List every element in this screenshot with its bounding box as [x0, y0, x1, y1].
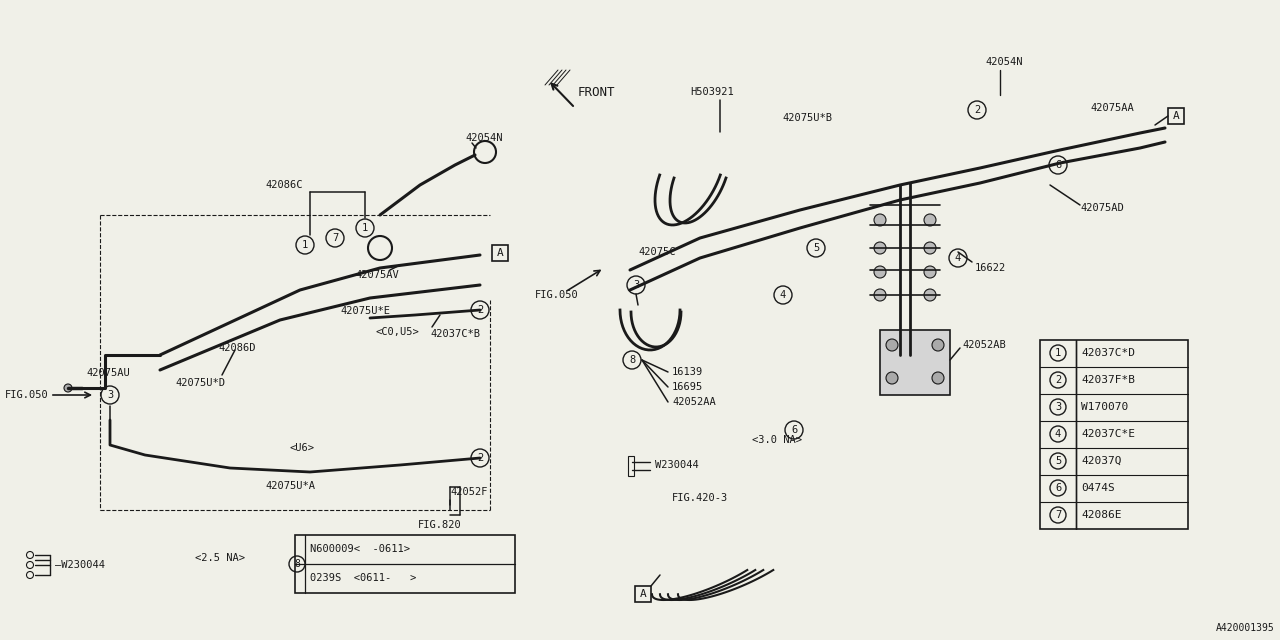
- Text: 42052AA: 42052AA: [672, 397, 716, 407]
- Text: 3: 3: [106, 390, 113, 400]
- Circle shape: [874, 214, 886, 226]
- Text: FIG.420-3: FIG.420-3: [672, 493, 728, 503]
- Text: A: A: [640, 589, 646, 599]
- Bar: [628, 456, 634, 476]
- Text: 42075U*B: 42075U*B: [782, 113, 832, 123]
- Text: A: A: [497, 248, 503, 258]
- Text: 2: 2: [974, 105, 980, 115]
- Circle shape: [932, 339, 945, 351]
- Text: 6: 6: [1055, 160, 1061, 170]
- Text: 42037C*B: 42037C*B: [430, 329, 480, 339]
- Text: 6: 6: [791, 425, 797, 435]
- Text: 16695: 16695: [672, 382, 703, 392]
- Text: 42075AA: 42075AA: [1091, 103, 1134, 113]
- Text: 16139: 16139: [672, 367, 703, 377]
- Text: 0474S: 0474S: [1082, 483, 1115, 493]
- Text: 2: 2: [1055, 375, 1061, 385]
- Text: 42075U*A: 42075U*A: [265, 481, 315, 491]
- Text: <3.0 NA>: <3.0 NA>: [753, 435, 803, 445]
- Text: —W230044: —W230044: [55, 560, 105, 570]
- Circle shape: [874, 242, 886, 254]
- Text: 7: 7: [332, 233, 338, 243]
- Circle shape: [886, 339, 899, 351]
- Text: 3: 3: [1055, 402, 1061, 412]
- Text: FIG.050: FIG.050: [535, 290, 579, 300]
- Bar: [1039, 340, 1188, 529]
- Circle shape: [64, 384, 72, 392]
- Text: 42086D: 42086D: [218, 343, 256, 353]
- Text: 4: 4: [780, 290, 786, 300]
- Text: 42037C*D: 42037C*D: [1082, 348, 1135, 358]
- Circle shape: [874, 266, 886, 278]
- Bar: [881, 330, 950, 395]
- Text: 6: 6: [1055, 483, 1061, 493]
- Text: 8: 8: [628, 355, 635, 365]
- Text: 42037F*B: 42037F*B: [1082, 375, 1135, 385]
- Text: 42075AU: 42075AU: [86, 368, 129, 378]
- Text: FRONT: FRONT: [579, 86, 616, 99]
- Text: 42075AV: 42075AV: [355, 270, 399, 280]
- Text: 42054N: 42054N: [986, 57, 1023, 67]
- Text: N600009<  -0611>: N600009< -0611>: [310, 544, 410, 554]
- Text: 0239S  <0611-   >: 0239S <0611- >: [310, 573, 416, 583]
- Bar: [1169, 108, 1184, 124]
- Text: 7: 7: [1055, 510, 1061, 520]
- Circle shape: [886, 372, 899, 384]
- Text: <C0,U5>: <C0,U5>: [375, 327, 419, 337]
- Text: 16622: 16622: [975, 263, 1006, 273]
- Text: W170070: W170070: [1082, 402, 1128, 412]
- Text: <U6>: <U6>: [291, 443, 315, 453]
- Text: 5: 5: [813, 243, 819, 253]
- Text: 5: 5: [1055, 456, 1061, 466]
- Circle shape: [874, 289, 886, 301]
- Text: 42075U*E: 42075U*E: [340, 306, 390, 316]
- Text: FIG.820: FIG.820: [419, 520, 462, 530]
- Circle shape: [924, 214, 936, 226]
- Text: <2.5 NA>: <2.5 NA>: [195, 553, 244, 563]
- Text: A: A: [1172, 111, 1179, 121]
- Bar: [492, 245, 508, 261]
- Text: 8: 8: [294, 559, 300, 569]
- Text: 42037C*E: 42037C*E: [1082, 429, 1135, 439]
- Text: 4: 4: [955, 253, 961, 263]
- Text: 42075C: 42075C: [637, 247, 676, 257]
- Text: A420001395: A420001395: [1216, 623, 1275, 633]
- Text: 2: 2: [477, 305, 483, 315]
- Bar: [294, 535, 515, 593]
- Text: 42052AB: 42052AB: [963, 340, 1006, 350]
- Text: 42052F: 42052F: [451, 487, 488, 497]
- Text: FIG.050: FIG.050: [5, 390, 49, 400]
- Text: 42037Q: 42037Q: [1082, 456, 1121, 466]
- Text: 1: 1: [302, 240, 308, 250]
- Text: H503921: H503921: [690, 87, 733, 97]
- Circle shape: [924, 242, 936, 254]
- Bar: [635, 586, 652, 602]
- Text: 1: 1: [1055, 348, 1061, 358]
- Text: 42054N: 42054N: [465, 133, 503, 143]
- Text: 42086C: 42086C: [265, 180, 302, 190]
- Text: 2: 2: [477, 453, 483, 463]
- Text: 4: 4: [1055, 429, 1061, 439]
- Text: 3: 3: [632, 280, 639, 290]
- Circle shape: [924, 266, 936, 278]
- Text: 42075AD: 42075AD: [1080, 203, 1124, 213]
- Circle shape: [924, 289, 936, 301]
- Circle shape: [932, 372, 945, 384]
- Text: 1: 1: [362, 223, 369, 233]
- Text: W230044: W230044: [655, 460, 699, 470]
- Text: 42075U*D: 42075U*D: [175, 378, 225, 388]
- Text: 42086E: 42086E: [1082, 510, 1121, 520]
